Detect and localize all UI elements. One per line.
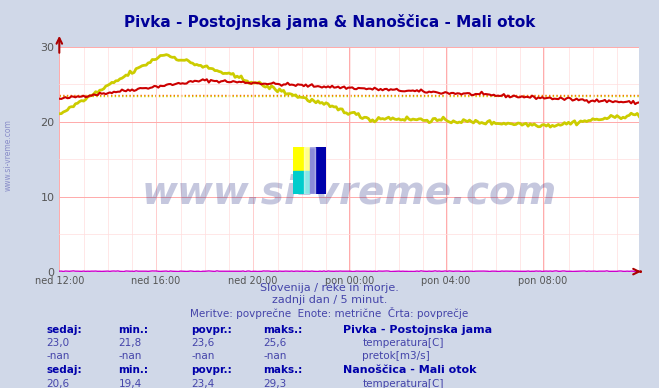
Text: www.si-vreme.com: www.si-vreme.com bbox=[142, 174, 557, 212]
Text: povpr.:: povpr.: bbox=[191, 365, 232, 376]
Text: -nan: -nan bbox=[264, 351, 287, 361]
Text: sedaj:: sedaj: bbox=[46, 365, 82, 376]
Text: pretok[m3/s]: pretok[m3/s] bbox=[362, 351, 430, 361]
Text: Pivka - Postojnska jama: Pivka - Postojnska jama bbox=[343, 325, 492, 335]
Text: Slovenija / reke in morje.: Slovenija / reke in morje. bbox=[260, 283, 399, 293]
Polygon shape bbox=[310, 147, 326, 194]
Text: 20,6: 20,6 bbox=[46, 379, 69, 388]
Text: -nan: -nan bbox=[191, 351, 214, 361]
Text: temperatura[C]: temperatura[C] bbox=[362, 379, 444, 388]
Text: min.:: min.: bbox=[119, 325, 149, 335]
Text: 23,0: 23,0 bbox=[46, 338, 69, 348]
Text: www.si-vreme.com: www.si-vreme.com bbox=[3, 119, 13, 191]
Text: 23,4: 23,4 bbox=[191, 379, 214, 388]
Text: povpr.:: povpr.: bbox=[191, 325, 232, 335]
Text: 21,8: 21,8 bbox=[119, 338, 142, 348]
Text: -nan: -nan bbox=[46, 351, 69, 361]
Polygon shape bbox=[293, 171, 310, 194]
Polygon shape bbox=[304, 147, 316, 194]
Text: Pivka - Postojnska jama & Nanoščica - Mali otok: Pivka - Postojnska jama & Nanoščica - Ma… bbox=[124, 14, 535, 29]
Text: maks.:: maks.: bbox=[264, 325, 303, 335]
Text: 29,3: 29,3 bbox=[264, 379, 287, 388]
Text: -nan: -nan bbox=[119, 351, 142, 361]
Text: temperatura[C]: temperatura[C] bbox=[362, 338, 444, 348]
Text: Meritve: povprečne  Enote: metrične  Črta: povprečje: Meritve: povprečne Enote: metrične Črta:… bbox=[190, 307, 469, 319]
Text: maks.:: maks.: bbox=[264, 365, 303, 376]
Text: min.:: min.: bbox=[119, 365, 149, 376]
Text: 23,6: 23,6 bbox=[191, 338, 214, 348]
Text: Nanoščica - Mali otok: Nanoščica - Mali otok bbox=[343, 365, 476, 376]
Text: 25,6: 25,6 bbox=[264, 338, 287, 348]
Text: 19,4: 19,4 bbox=[119, 379, 142, 388]
Text: sedaj:: sedaj: bbox=[46, 325, 82, 335]
Text: zadnji dan / 5 minut.: zadnji dan / 5 minut. bbox=[272, 295, 387, 305]
Polygon shape bbox=[293, 147, 310, 171]
